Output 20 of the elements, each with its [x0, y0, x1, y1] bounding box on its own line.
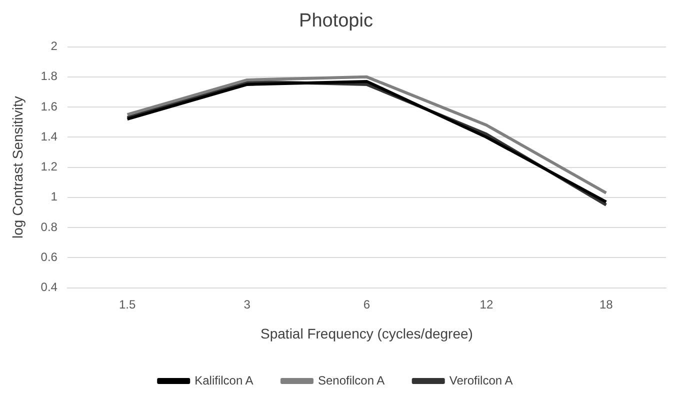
legend-label: Senofilcon A — [318, 373, 385, 388]
y-tick-label: 1.8 — [40, 69, 58, 84]
y-tick-label: 1.2 — [40, 160, 58, 174]
y-tick-label: 0.8 — [40, 220, 58, 234]
y-tick-label: 1.4 — [40, 129, 58, 144]
x-tick-label: 1.5 — [118, 297, 136, 312]
legend-label: Kalifilcon A — [194, 373, 254, 388]
y-tick-label: 2 — [50, 39, 58, 54]
y-tick-label: 0.6 — [40, 250, 58, 264]
x-tick-label: 6 — [363, 297, 370, 312]
x-tick-label: 18 — [599, 297, 614, 312]
x-tick-label: 12 — [480, 297, 494, 312]
chart-title: Photopic — [299, 10, 373, 32]
legend-label: Verofilcon A — [449, 373, 513, 388]
y-axis-title: log Contrast Sensitivity — [9, 96, 26, 239]
x-tick-label: 3 — [244, 297, 251, 312]
y-tick-label: 1.6 — [40, 99, 58, 114]
x-axis-title: Spatial Frequency (cycles/degree) — [260, 325, 473, 342]
y-tick-label: 1 — [50, 190, 58, 204]
y-tick-label: 0.4 — [40, 280, 58, 294]
